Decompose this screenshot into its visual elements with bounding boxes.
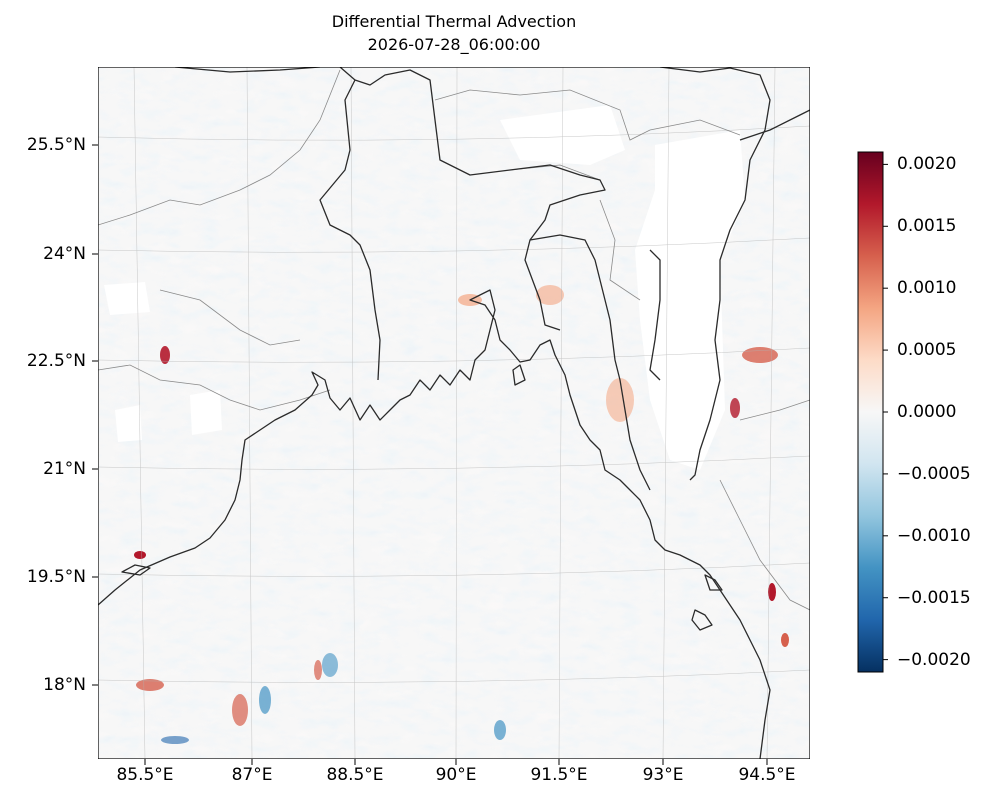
map-title: Differential Thermal Advection (331, 12, 577, 31)
axis-ticks (92, 144, 768, 765)
colorbar-ticks (883, 163, 888, 661)
coastline (98, 289, 771, 759)
country-borders (174, 67, 810, 491)
lat-label: 21°N (43, 459, 86, 479)
lon-label: 94.5°E (738, 765, 796, 785)
lat-label: 18°N (43, 675, 86, 695)
colorbar-tick-label: −0.0015 (897, 587, 971, 608)
colorbar (857, 151, 888, 673)
lon-label: 90°E (435, 765, 477, 785)
colorbar-tick-label: −0.0005 (897, 463, 971, 484)
colorbar-tick-label: −0.0010 (897, 525, 971, 546)
colorbar-tick-label: 0.0020 (897, 154, 957, 175)
colorbar-tick-label: 0.0015 (897, 216, 957, 237)
lon-label: 93°E (642, 765, 684, 785)
lat-label: 25.5°N (26, 135, 86, 155)
map-panel (98, 67, 810, 759)
lon-label: 88.5°E (326, 765, 384, 785)
colorbar-tick-label: 0.0000 (897, 402, 957, 422)
lat-label: 22.5°N (26, 351, 86, 371)
colorbar-tick-label: −0.0020 (897, 649, 971, 670)
lat-label: 24°N (43, 244, 86, 264)
lon-label: 87°E (231, 765, 273, 785)
lon-label: 91.5°E (530, 765, 588, 785)
colorbar-tick-label: 0.0010 (897, 278, 957, 299)
lon-label: 85.5°E (116, 765, 174, 785)
graticule (98, 67, 810, 759)
lat-label: 19.5°N (26, 567, 86, 587)
colorbar-tick-label: 0.0005 (897, 340, 957, 361)
state-borders (98, 69, 810, 611)
anomaly-spots (134, 285, 789, 744)
map-subtitle: 2026-07-28_06:00:00 (367, 35, 541, 54)
colorbar-bar (857, 151, 884, 673)
